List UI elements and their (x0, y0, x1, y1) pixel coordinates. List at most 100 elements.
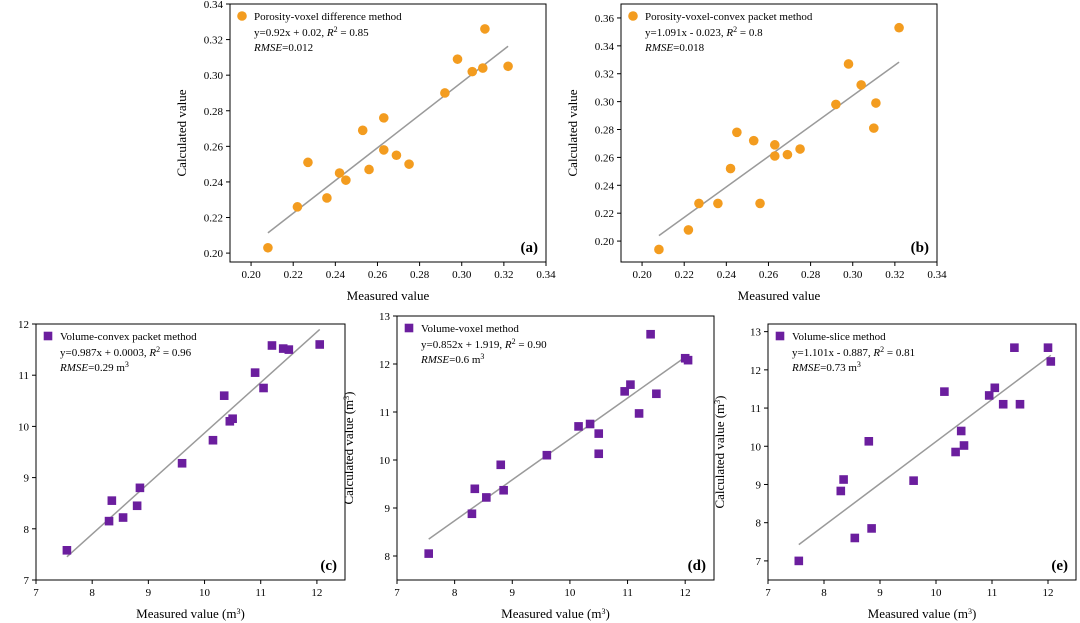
rmse-value: RMSE=0.6 m3 (420, 352, 484, 367)
orange-circle-marker (237, 11, 247, 21)
text-part: ) (241, 606, 245, 621)
rmse-value: RMSE=0.012 (253, 42, 313, 54)
orange-circle-marker (628, 11, 638, 21)
data-point (219, 391, 229, 400)
text-part: 3 (602, 607, 606, 616)
legend-label: Porosity-voxel difference method (254, 11, 402, 23)
y-tick-label: 0.32 (595, 69, 614, 81)
data-point (869, 123, 879, 133)
y-tick-label: 10 (18, 421, 30, 433)
data-point (341, 175, 351, 185)
data-point (292, 202, 303, 212)
fit-equation: y=0.987x + 0.0003, R2 = 0.96 (60, 345, 192, 360)
y-tick-label: 0.30 (204, 70, 224, 82)
y-tick-label: 0.32 (204, 35, 223, 47)
data-point (998, 399, 1008, 409)
data-point (470, 484, 480, 494)
text-part: 3 (857, 360, 861, 369)
data-point (594, 449, 604, 459)
purple-square-marker (404, 323, 414, 333)
y-tick-label: 0.28 (204, 106, 224, 118)
data-point (769, 140, 780, 150)
x-tick-label: 0.26 (759, 269, 779, 281)
data-point (496, 460, 506, 470)
x-tick-label: 10 (199, 587, 211, 599)
fit-line (428, 354, 689, 540)
text-part: ) (972, 606, 976, 621)
x-tick-label: 0.30 (452, 269, 472, 281)
data-point (208, 435, 218, 445)
x-tick-label: 11 (255, 587, 266, 599)
data-point (856, 80, 866, 90)
y-tick-label: 0.34 (204, 0, 224, 11)
y-tick-label: 0.20 (595, 236, 615, 248)
panel-label: (a) (521, 240, 539, 256)
data-point (107, 496, 117, 505)
text-part: RMSE (253, 42, 282, 54)
text-part: y=0.852x + 1.919, (421, 339, 505, 351)
data-point (135, 483, 145, 493)
x-axis-label: Measured value (m3) (136, 606, 245, 621)
x-tick-label: 11 (622, 587, 633, 599)
text-part: R (326, 27, 334, 39)
text-part: 3 (125, 360, 129, 369)
y-tick-label: 9 (385, 503, 391, 515)
text-part: = 0.81 (884, 347, 915, 359)
text-part: = 0.90 (516, 339, 547, 351)
text-part: 3 (237, 607, 241, 616)
x-tick-label: 10 (931, 587, 943, 599)
data-point (467, 66, 478, 77)
data-point (118, 513, 128, 522)
data-point (725, 163, 736, 174)
text-part: y=1.101x - 0.887, (792, 347, 873, 359)
x-tick-label: 0.20 (632, 269, 652, 281)
text-part: =0.73 m (820, 362, 857, 374)
x-tick-label: 0.24 (326, 269, 346, 281)
purple-square-marker (43, 331, 53, 341)
data-point (984, 391, 994, 400)
x-tick-label: 0.32 (494, 269, 513, 281)
data-point (620, 387, 629, 396)
x-tick-label: 0.32 (885, 269, 904, 281)
text-part: Measured value (m (136, 606, 236, 621)
y-tick-label: 0.30 (595, 97, 615, 109)
y-axis-label: Calculated value (565, 89, 580, 176)
legend-label: Porosity-voxel-convex packet method (645, 11, 813, 23)
data-point (909, 476, 918, 485)
x-tick-label: 9 (877, 587, 883, 599)
panel-label: (d) (688, 558, 706, 574)
x-axis-label: Measured value (738, 288, 821, 303)
text-part: ) (606, 606, 610, 621)
data-point (378, 113, 389, 123)
x-tick-label: 8 (821, 587, 827, 599)
data-point (278, 344, 288, 353)
data-point (894, 22, 904, 33)
text-part: = 0.8 (737, 27, 763, 39)
data-point (440, 88, 450, 98)
data-point (1046, 357, 1056, 366)
y-tick-label: 0.36 (595, 13, 615, 25)
data-point (867, 524, 876, 533)
text-part: RMSE (420, 354, 449, 366)
x-tick-label: 9 (510, 587, 516, 599)
data-point (250, 368, 260, 377)
fit-equation: y=1.091x - 0.023, R2 = 0.8 (645, 25, 763, 40)
data-point (503, 61, 513, 72)
text-part: 3 (480, 352, 484, 361)
y-axis-label: Calculated value (m3) (341, 391, 356, 504)
data-point (1015, 399, 1025, 409)
text-part: Calculated value (m (341, 400, 356, 505)
data-point (654, 244, 664, 255)
data-point (959, 441, 969, 450)
y-tick-label: 7 (756, 556, 762, 568)
data-point (378, 145, 389, 155)
y-tick-label: 0.34 (595, 41, 615, 53)
plot-frame (229, 3, 547, 263)
data-point (1043, 343, 1053, 352)
x-tick-label: 9 (146, 587, 152, 599)
data-point (104, 516, 114, 526)
data-point (831, 99, 841, 110)
y-tick-label: 0.24 (204, 177, 224, 189)
